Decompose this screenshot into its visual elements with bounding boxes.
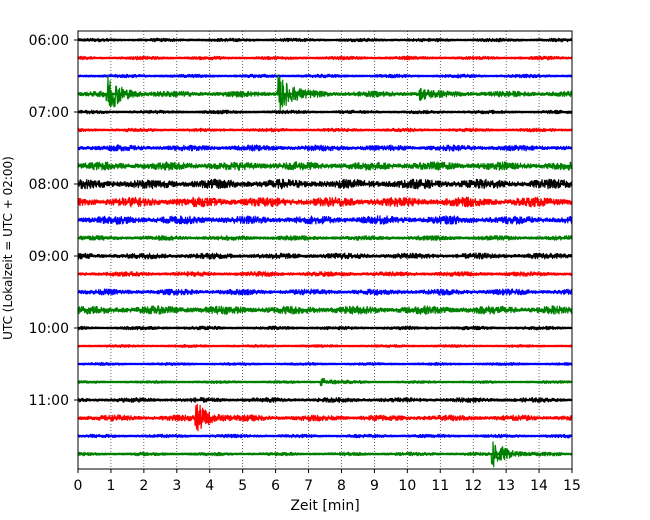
x-tick-label-4: 4: [205, 478, 214, 494]
x-tick-label-2: 2: [139, 478, 148, 494]
x-tick-label-6: 6: [271, 478, 280, 494]
y-tick-label-5: 11:00: [29, 393, 69, 409]
x-tick-label-0: 0: [74, 478, 83, 494]
y-axis-title: UTC (Lokalzeit = UTC + 02:00): [1, 156, 15, 340]
x-tick-label-14: 14: [530, 478, 548, 494]
x-axis: 0 1 2 3 4 5 6 7 8 9 10 11 12 13 14 15: [74, 469, 581, 494]
x-tick-label-7: 7: [304, 478, 313, 494]
trace-0745: [77, 161, 573, 171]
traces: [77, 37, 573, 468]
y-tick-label-4: 10:00: [29, 321, 69, 337]
trace-0800: [77, 178, 573, 190]
x-tick-label-10: 10: [398, 478, 416, 494]
x-tick-label-5: 5: [238, 478, 247, 494]
y-tick-label-1: 07:00: [29, 105, 69, 121]
x-tick-label-8: 8: [337, 478, 346, 494]
grid-lines: [110, 31, 540, 469]
x-tick-label-13: 13: [497, 478, 515, 494]
x-tick-label-15: 15: [563, 478, 581, 494]
y-axis: 06:00 07:00 08:00 09:00 10:00 11:00: [29, 33, 78, 409]
x-tick-label-1: 1: [106, 478, 115, 494]
plot-background: [78, 31, 572, 469]
x-tick-label-11: 11: [431, 478, 449, 494]
plot-frame: [77, 30, 573, 470]
y-tick-label-2: 08:00: [29, 177, 69, 193]
x-tick-label-12: 12: [464, 478, 482, 494]
x-tick-label-3: 3: [172, 478, 181, 494]
y-tick-label-0: 06:00: [29, 33, 69, 49]
x-tick-label-9: 9: [370, 478, 379, 494]
x-axis-title: Zeit [min]: [290, 498, 359, 514]
y-tick-label-3: 09:00: [29, 249, 69, 265]
